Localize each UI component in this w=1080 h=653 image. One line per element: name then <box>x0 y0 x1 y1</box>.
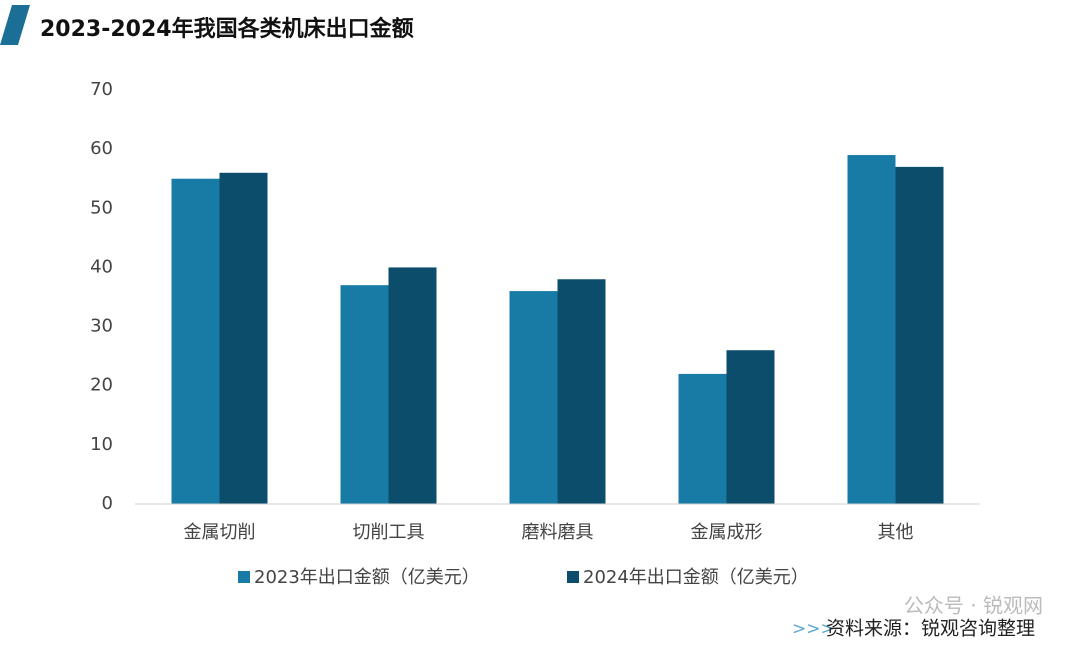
y-tick-label: 20 <box>90 375 113 396</box>
legend-label: 2023年出口金额（亿美元） <box>254 567 480 588</box>
y-tick-label: 0 <box>102 493 113 514</box>
bar <box>726 350 775 504</box>
y-tick-label: 40 <box>90 256 113 277</box>
bar <box>557 279 606 504</box>
y-tick-label: 30 <box>90 316 113 337</box>
legend-label: 2024年出口金额（亿美元） <box>583 567 809 588</box>
chart-title: 2023-2024年我国各类机床出口金额 <box>40 16 414 42</box>
source: 资料来源：锐观咨询整理 <box>826 618 1035 640</box>
y-tick-label: 50 <box>90 197 113 218</box>
source-marker: >>> <box>792 619 835 639</box>
bar <box>895 166 944 504</box>
x-tick-label: 其他 <box>878 522 914 543</box>
legend-swatch <box>567 571 579 583</box>
y-tick-label: 10 <box>90 434 113 455</box>
x-tick-label: 切削工具 <box>353 522 425 543</box>
y-tick-label: 60 <box>90 138 113 159</box>
x-tick-label: 金属成形 <box>691 522 763 543</box>
title-accent <box>0 5 30 45</box>
y-tick-label: 70 <box>90 79 113 100</box>
bar <box>509 291 558 504</box>
watermark: 公众号 · 锐观网 <box>904 594 1043 618</box>
x-tick-label: 金属切削 <box>184 522 256 543</box>
bar <box>171 178 220 504</box>
legend-swatch <box>238 571 250 583</box>
bar <box>678 373 727 504</box>
bar <box>340 285 389 504</box>
x-tick-label: 磨料磨具 <box>522 522 594 543</box>
bar <box>388 267 437 504</box>
bar <box>219 172 268 505</box>
bar <box>847 155 896 505</box>
